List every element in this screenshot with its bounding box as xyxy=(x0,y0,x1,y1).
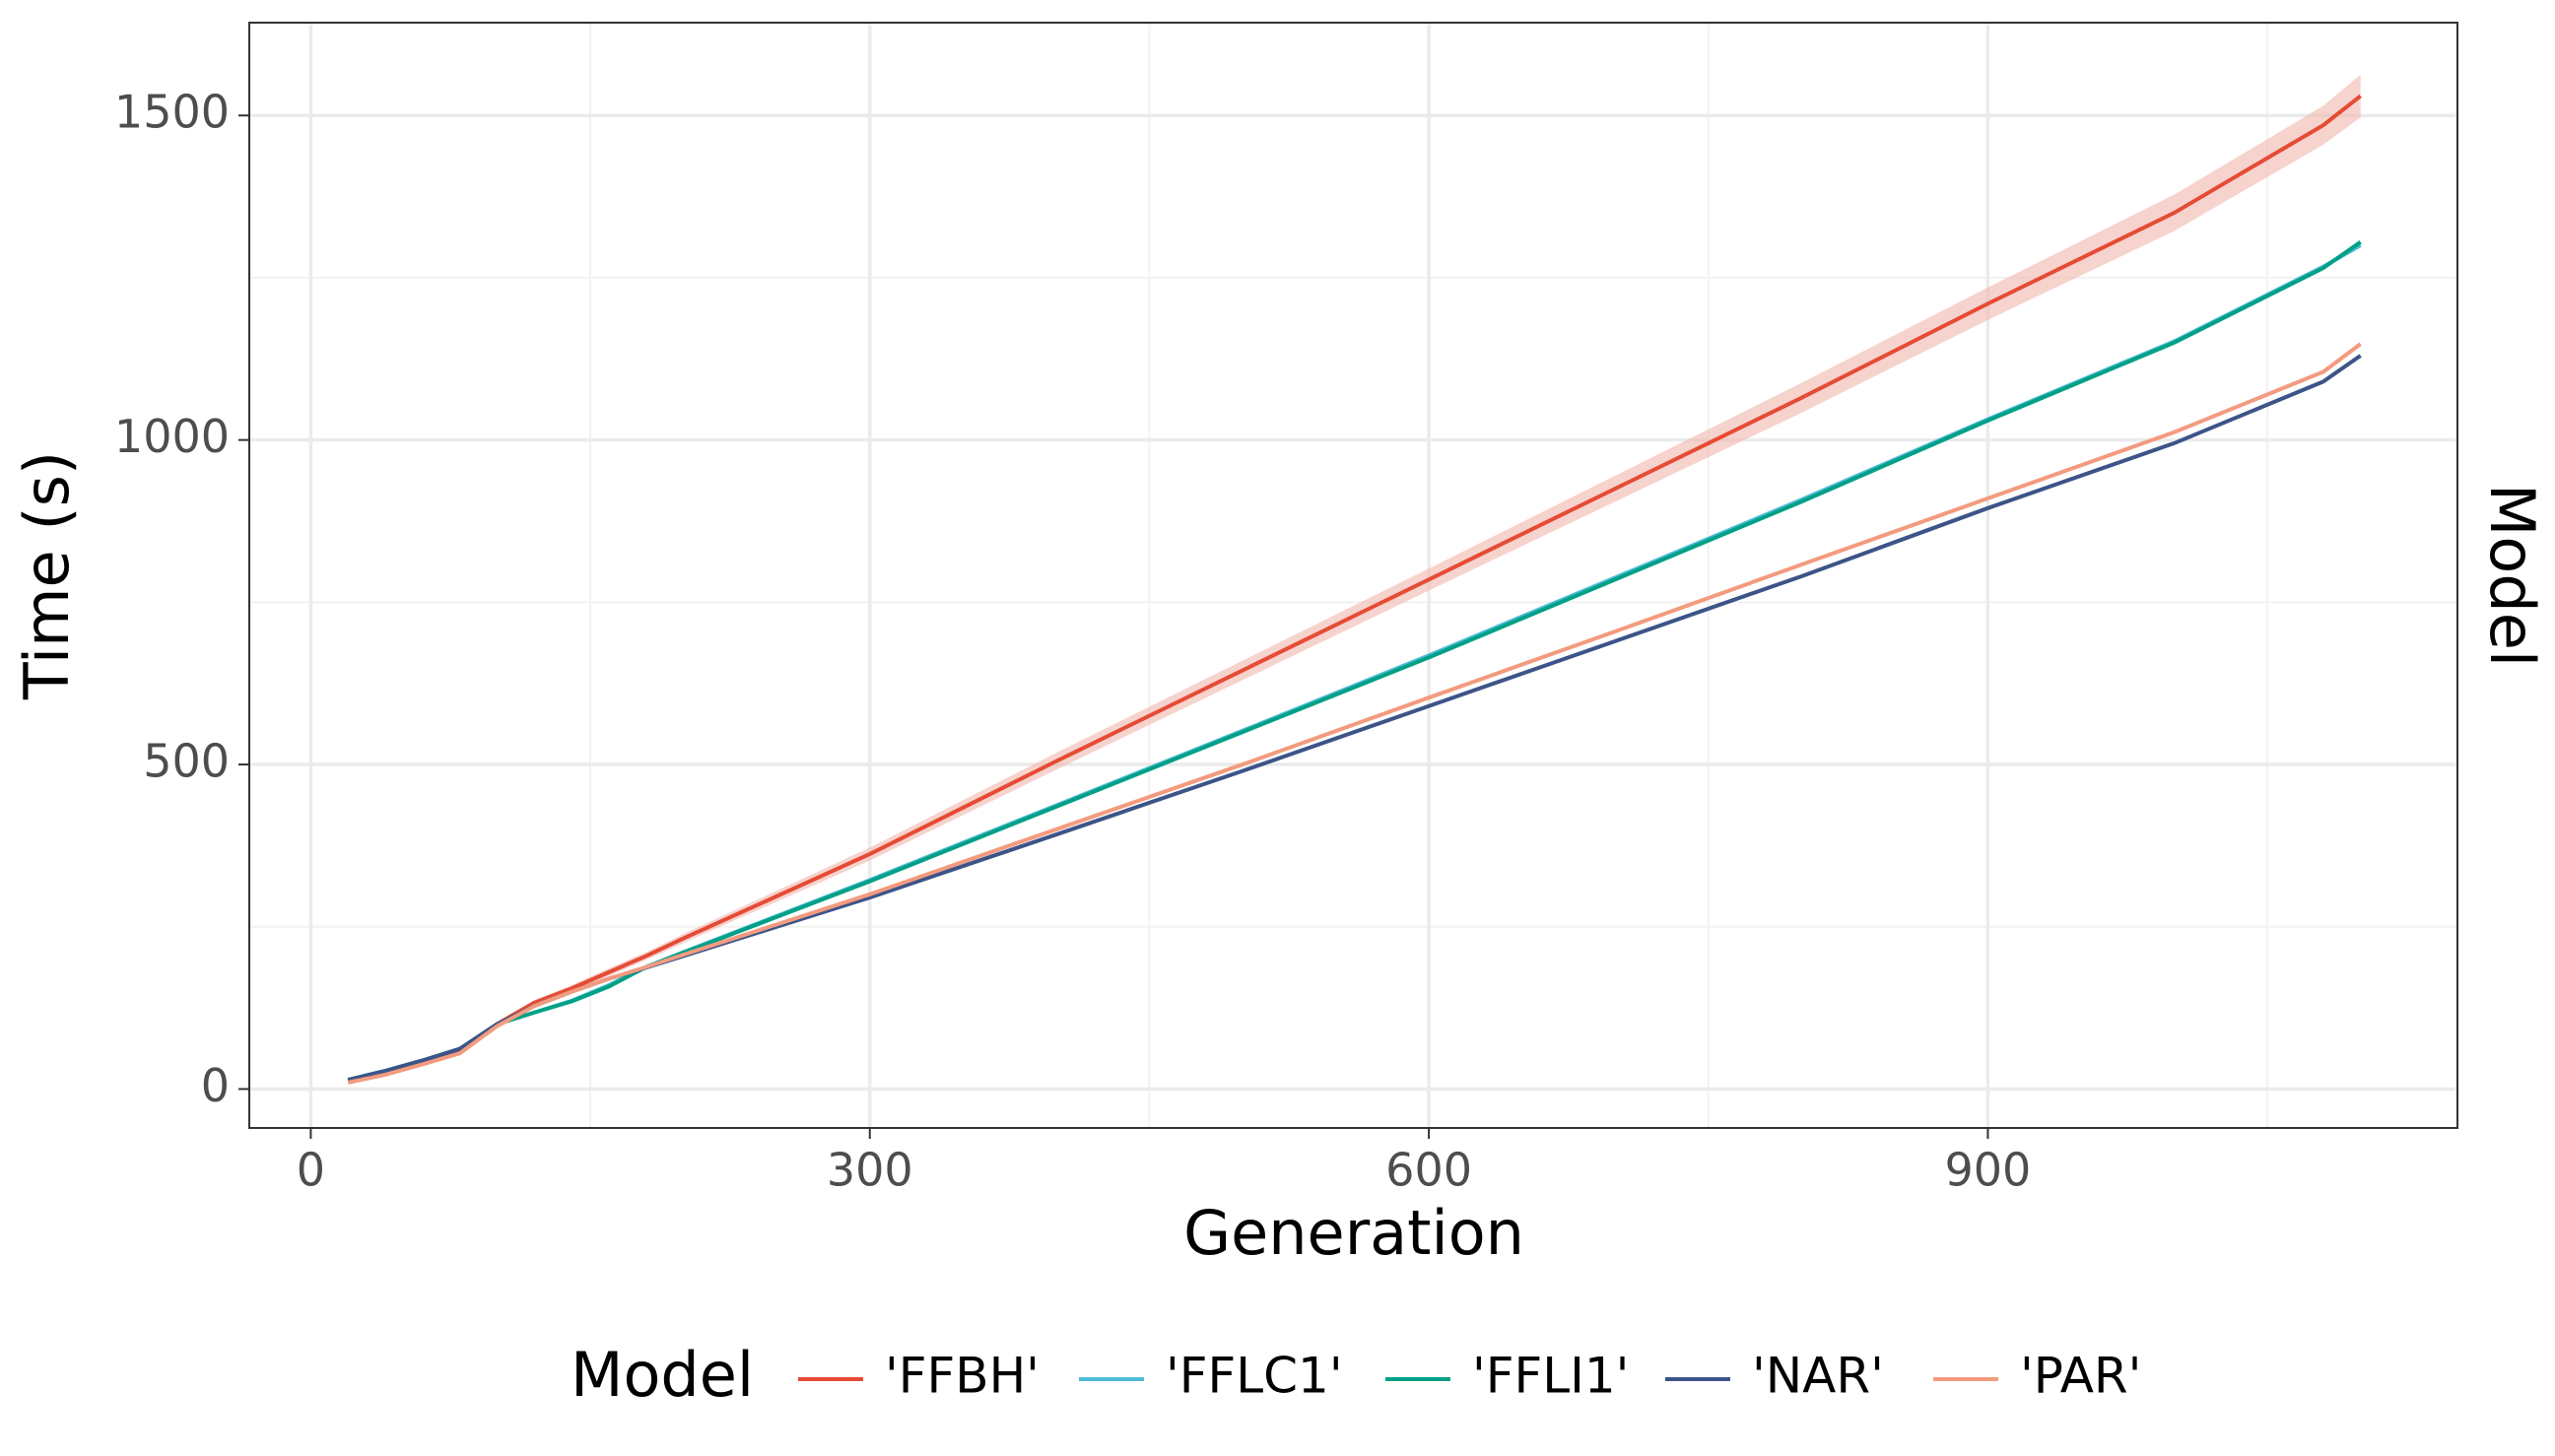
x-tick-label: 600 xyxy=(1385,1144,1472,1197)
legend-label: 'FFLI1' xyxy=(1472,1348,1629,1405)
legend-title: Model xyxy=(571,1339,754,1411)
x-axis-title: Generation xyxy=(1183,1197,1524,1269)
series-line xyxy=(347,342,2362,1085)
y-tick-label: 0 xyxy=(201,1059,230,1112)
x-tick-label: 0 xyxy=(297,1144,325,1197)
legend-label: 'NAR' xyxy=(1752,1348,1884,1405)
y-tick-label: 1500 xyxy=(114,86,230,139)
x-tick-label: 900 xyxy=(1945,1144,2032,1197)
y-tick-label: 1000 xyxy=(114,410,230,463)
strip-label: Model xyxy=(2476,484,2548,667)
panel-border xyxy=(248,22,2458,1129)
series-line xyxy=(347,354,2362,1083)
y-axis-title: Time (s) xyxy=(11,451,83,700)
legend-label: 'FFBH' xyxy=(885,1348,1040,1405)
legend-label: 'PAR' xyxy=(2020,1348,2141,1405)
x-tick-label: 300 xyxy=(827,1144,913,1197)
legend-label: 'FFLC1' xyxy=(1166,1348,1343,1405)
y-tick-label: 500 xyxy=(143,735,230,788)
